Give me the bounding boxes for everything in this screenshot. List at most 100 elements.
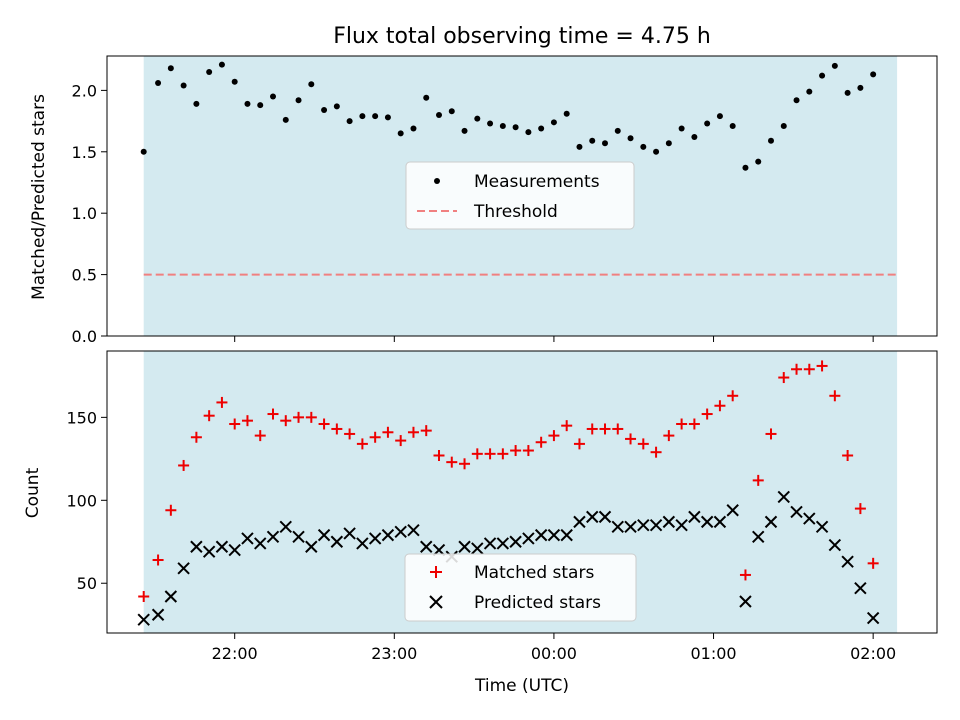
y-axis-ticks-bottom: 50 100 150 (66, 408, 107, 593)
predicted-star-point (777, 490, 790, 504)
axes-frame-top (106, 55, 938, 337)
measurement-point (282, 116, 289, 123)
matched-star-point (382, 426, 394, 438)
predicted-star-point (637, 518, 650, 532)
matched-star-point (688, 418, 700, 430)
legend-box-bottom (404, 553, 637, 622)
measurement-point (359, 113, 366, 120)
measurement-point (448, 108, 455, 115)
measurement-point (563, 110, 570, 117)
predicted-star-point (215, 540, 229, 553)
measurement-point (384, 114, 391, 121)
matched-star-point (305, 411, 317, 423)
measurement-point (436, 111, 442, 118)
x-tick-label: 02:00 (850, 644, 896, 663)
matched-star-point (637, 438, 649, 450)
measurement-point (231, 78, 238, 85)
predicted-star-point (611, 520, 624, 534)
top-panel: 0.00.51.01.52.0 Matched/Predicted stars … (29, 55, 938, 346)
measurement-point (333, 103, 340, 110)
predicted-star-point (726, 504, 739, 517)
matched-star-point (522, 445, 534, 457)
measurement-point (167, 65, 174, 72)
predicted-star-point (254, 537, 267, 550)
measurement-point (474, 115, 481, 122)
predicted-star-point (790, 505, 803, 519)
predicted-star-point (177, 562, 190, 575)
predicted-star-point (202, 545, 216, 558)
matched-star-point (138, 591, 150, 603)
measurement-point (321, 107, 328, 114)
predicted-stars-points (137, 490, 880, 626)
matched-star-point (369, 431, 381, 443)
y-tick-label: 100 (66, 491, 97, 510)
measurement-point (691, 134, 698, 141)
predicted-star-point (407, 523, 420, 537)
x-axis-label: Time (UTC) (474, 676, 569, 696)
axes-frame-bottom (106, 350, 938, 634)
predicted-star-point (828, 538, 842, 552)
legend-marker-predicted (429, 595, 443, 609)
matched-star-point (331, 423, 343, 435)
measurement-point (423, 94, 430, 101)
predicted-star-point (381, 528, 395, 542)
predicted-star-point (190, 540, 203, 553)
predicted-star-point (496, 537, 510, 550)
predicted-star-point (330, 535, 344, 548)
measurement-point (397, 130, 404, 137)
measurement-point (602, 140, 608, 147)
matched-star-point (433, 450, 445, 462)
predicted-star-point (573, 515, 586, 529)
measurement-point (665, 140, 672, 147)
measurement-point (793, 97, 800, 104)
measurement-point (857, 84, 864, 91)
measurement-point (155, 80, 162, 87)
measurement-point (270, 93, 276, 100)
matched-star-point (650, 446, 662, 458)
bottom-panel: 50 100 150 22:00 23:00 00:00 01:00 02:00 Count… (23, 350, 938, 696)
matched-star-point (676, 418, 688, 430)
predicted-star-point (266, 530, 280, 543)
x-axis-ticks-bottom: 22:00 23:00 00:00 01:00 02:00 (212, 633, 896, 663)
matched-star-point (510, 445, 522, 457)
matched-star-point (280, 415, 292, 427)
legend-box-top (405, 161, 635, 230)
measurement-points (140, 61, 877, 171)
predicted-star-point (624, 520, 637, 534)
matched-star-point (293, 411, 305, 423)
predicted-star-point (547, 528, 561, 542)
matched-star-point (241, 415, 253, 427)
matched-star-point (203, 410, 215, 422)
measurement-point (627, 135, 634, 142)
y-tick-label: 1.5 (72, 143, 97, 162)
measurement-point (512, 124, 519, 131)
y-tick-label: 50 (77, 574, 97, 593)
predicted-star-point (803, 512, 816, 525)
measurement-point (461, 127, 468, 134)
predicted-star-point (164, 590, 178, 603)
measurement-point (704, 120, 711, 127)
matched-star-point (561, 420, 573, 432)
matched-star-point (420, 425, 432, 437)
matched-star-point (854, 503, 866, 515)
predicted-star-point (394, 525, 407, 539)
matched-star-point (701, 408, 713, 420)
matched-star-point (765, 428, 777, 440)
y-tick-label: 2.0 (72, 81, 97, 100)
y-axis-label-top: Matched/Predicted stars (29, 94, 49, 300)
measurement-point (244, 100, 251, 107)
matched-star-point (165, 504, 177, 516)
predicted-star-point (420, 540, 433, 553)
matched-stars-points (138, 360, 879, 603)
matched-star-point (829, 390, 841, 402)
measurement-point (372, 113, 379, 120)
matched-star-point (356, 438, 368, 450)
matched-star-point (407, 426, 419, 438)
predicted-star-point (368, 532, 382, 545)
legend-top: Measurements Threshold (405, 161, 635, 230)
matched-star-point (318, 418, 330, 430)
predicted-star-point (458, 540, 471, 553)
predicted-star-point (649, 518, 663, 532)
legend-bottom: Matched stars Predicted stars (404, 553, 637, 622)
